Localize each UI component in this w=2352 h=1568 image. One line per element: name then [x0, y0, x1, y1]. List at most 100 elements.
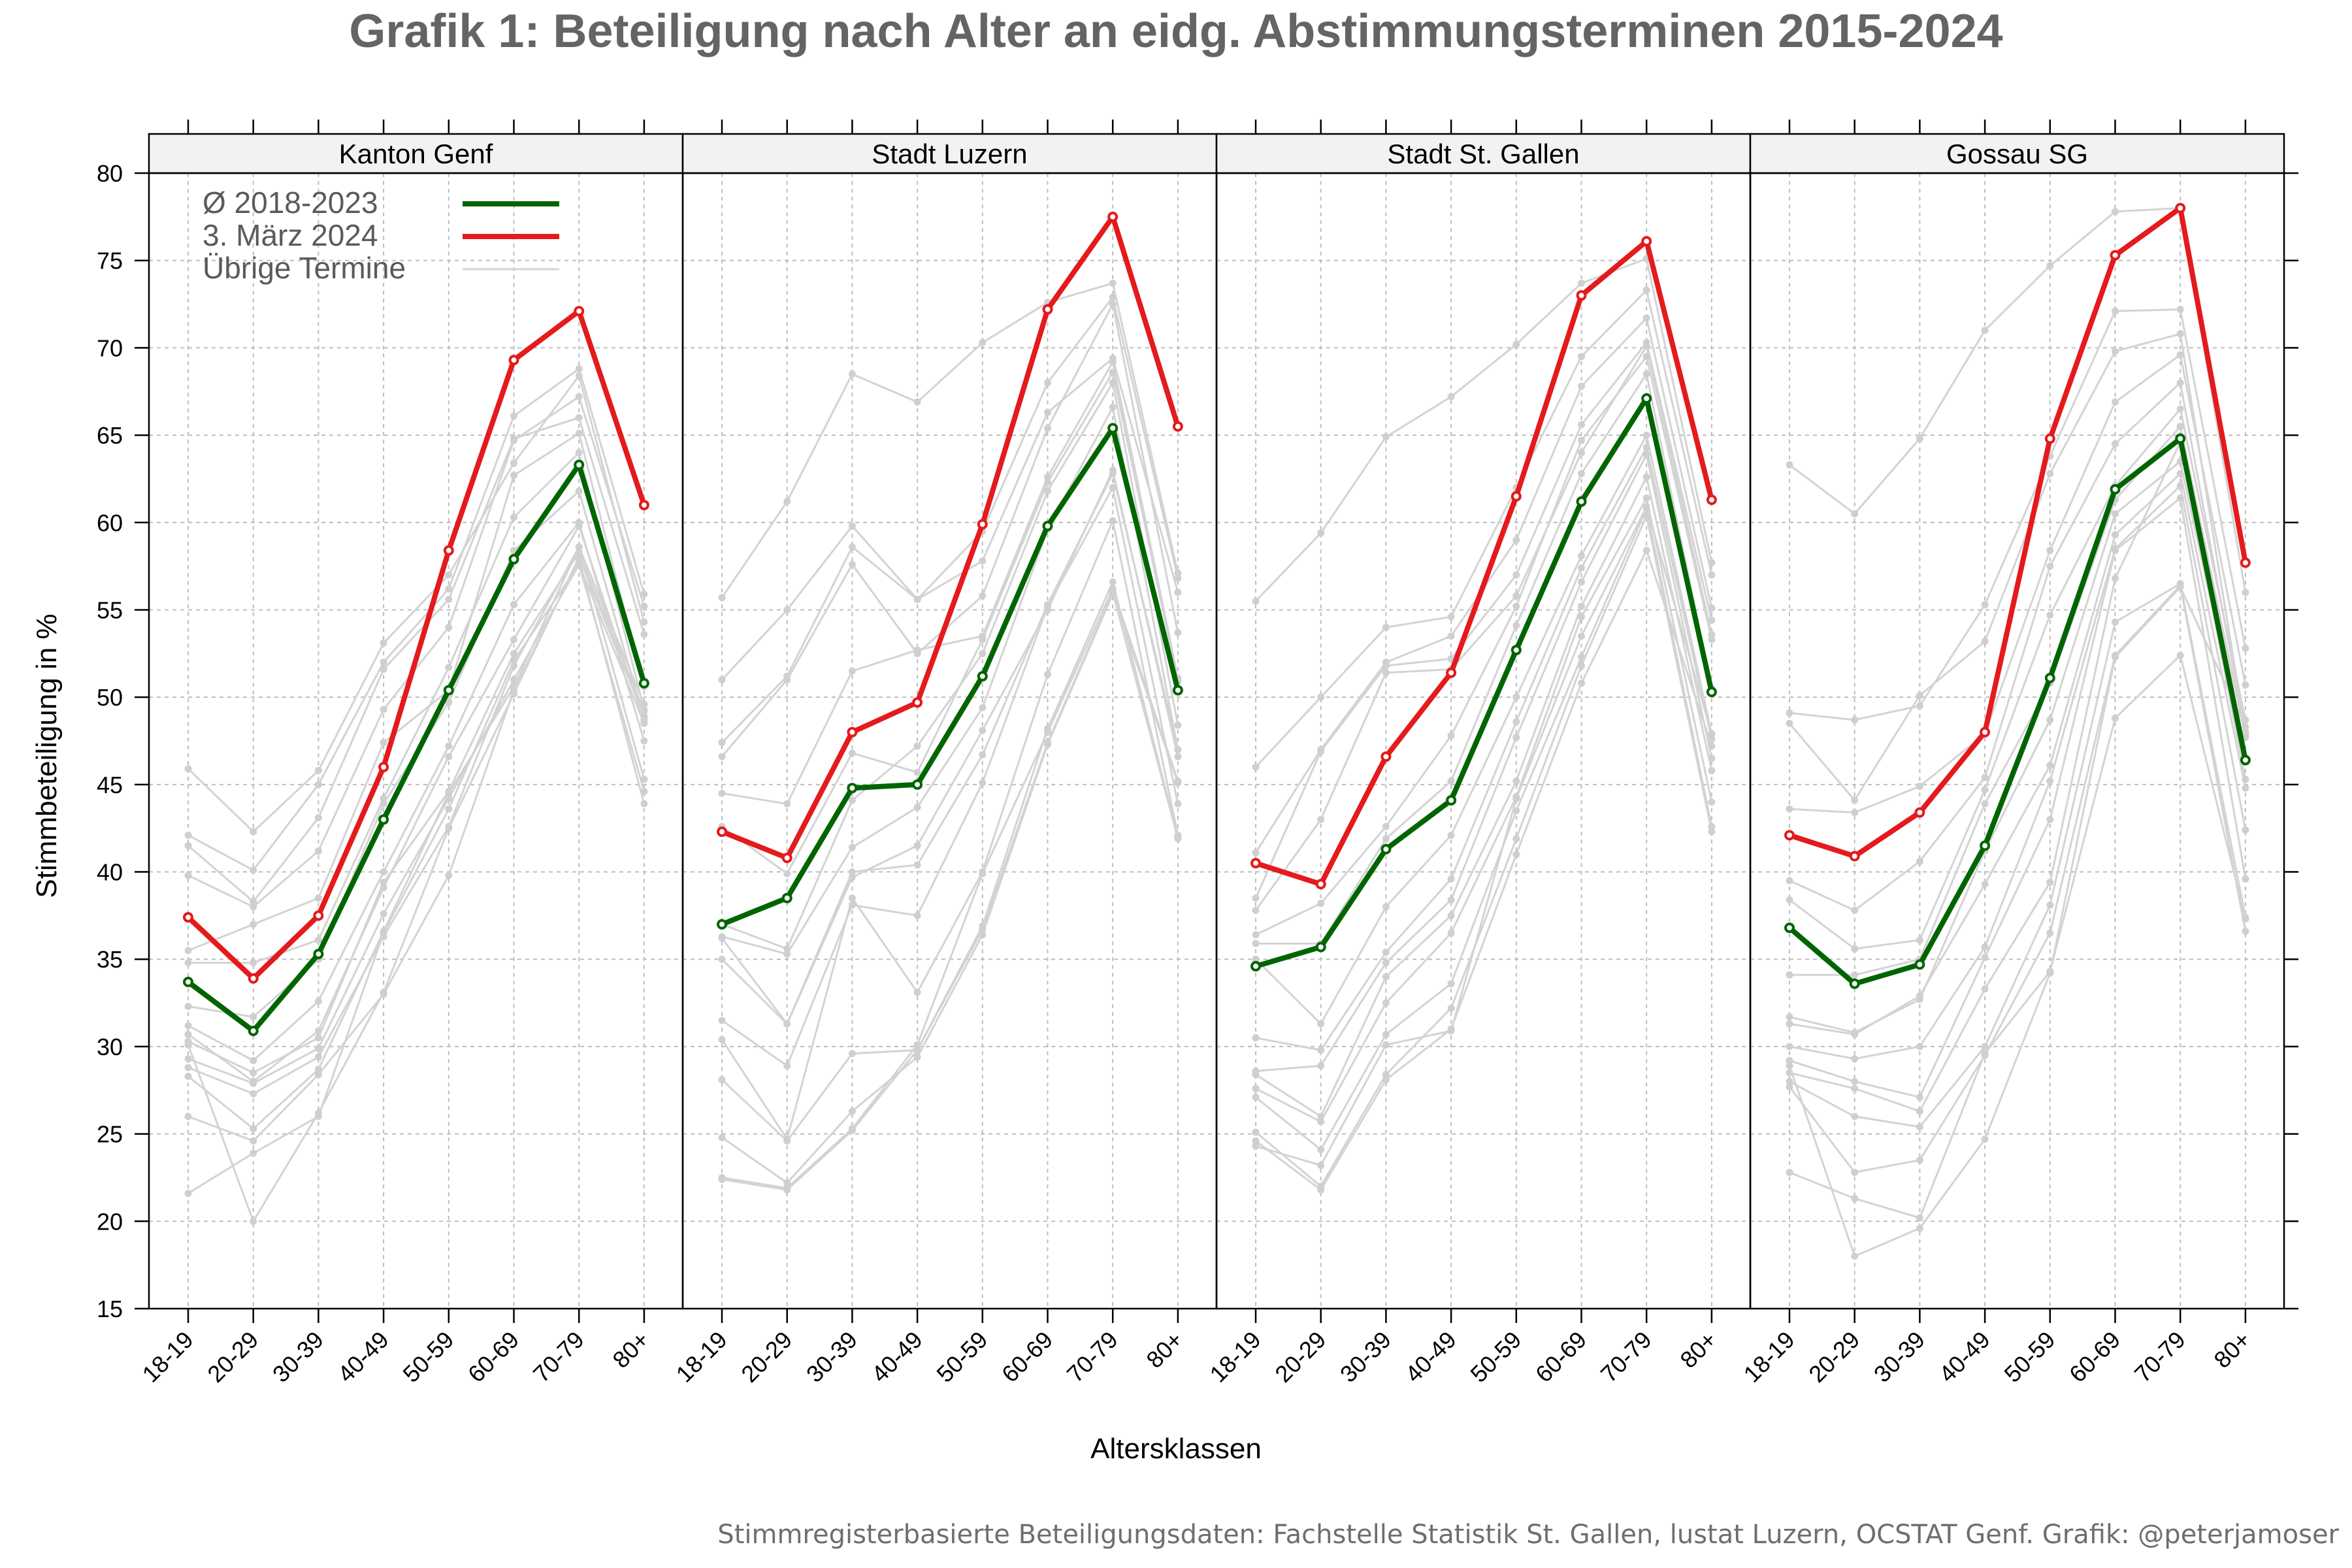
other-series-point	[2242, 589, 2249, 596]
other-series-point	[1252, 1034, 1260, 1042]
avg-series-point	[1172, 685, 1183, 696]
other-series-point	[1174, 629, 1182, 636]
other-series-point	[445, 742, 453, 750]
other-series-point	[2176, 470, 2184, 478]
march-series-point	[781, 853, 792, 864]
march-series-point	[1315, 879, 1326, 890]
other-series-line	[188, 544, 645, 1095]
other-series-point	[783, 1186, 791, 1194]
other-series-point	[1447, 393, 1455, 400]
other-series-point	[1109, 358, 1117, 366]
other-series-point	[1512, 835, 1520, 843]
avg-series-point	[781, 892, 792, 904]
y-tick-label: 40	[97, 859, 123, 886]
other-series-point	[1044, 670, 1051, 678]
other-series-point	[1851, 796, 1859, 804]
other-series-point	[1109, 517, 1117, 525]
other-series-point	[250, 1090, 257, 1098]
other-series-point	[848, 1050, 856, 1058]
other-series-point	[979, 870, 987, 877]
other-series-point	[510, 436, 517, 444]
other-series-point	[640, 618, 648, 626]
avg-series-point	[2110, 483, 2121, 495]
other-series-point	[1317, 1146, 1325, 1154]
other-series-point	[1981, 800, 1989, 808]
other-series-point	[640, 700, 648, 708]
other-series-point	[1447, 875, 1455, 883]
other-series-point	[718, 955, 726, 963]
other-series-point	[913, 595, 921, 603]
other-series-point	[1317, 900, 1325, 907]
other-series-point	[1916, 1093, 1923, 1101]
other-series-point	[1578, 353, 1585, 361]
other-series-point	[314, 997, 322, 1005]
other-series-point	[1512, 777, 1520, 785]
other-series-line	[721, 301, 1179, 758]
other-series-point	[1578, 653, 1585, 661]
other-series-point	[1252, 1137, 1260, 1145]
other-series-point	[783, 1137, 791, 1145]
other-series-point	[783, 950, 791, 958]
y-tick-label: 20	[97, 1208, 123, 1235]
other-series-line	[1255, 474, 1713, 1119]
march-series-point	[443, 545, 454, 556]
other-series-point	[1174, 745, 1182, 753]
other-series-point	[1252, 1128, 1260, 1136]
other-series-point	[250, 1149, 257, 1157]
other-series-line	[721, 356, 1179, 743]
y-tick-label: 35	[97, 946, 123, 973]
panel-strip	[1749, 133, 2285, 174]
other-series-point	[510, 649, 517, 657]
other-series-point	[250, 1056, 257, 1064]
other-series-point	[2242, 723, 2249, 731]
other-series-line	[1255, 495, 1713, 1123]
other-series-point	[1578, 632, 1585, 640]
other-series-point	[1317, 1020, 1325, 1028]
march-series-point	[1849, 851, 1860, 862]
other-series-point	[979, 926, 987, 934]
other-series-point	[2242, 776, 2249, 783]
other-series-point	[2242, 875, 2249, 883]
other-series-point	[1109, 279, 1117, 287]
y-axis-title: Stimmbeteiligung in %	[31, 613, 63, 898]
other-series-point	[2242, 915, 2249, 923]
other-series-point	[718, 789, 726, 797]
other-series-line	[721, 586, 1179, 1190]
other-series-point	[2176, 306, 2184, 314]
other-series-point	[510, 472, 517, 480]
other-series-point	[250, 1079, 257, 1087]
other-series-point	[640, 590, 648, 598]
other-series-point	[1382, 1076, 1390, 1084]
other-series-point	[1317, 693, 1325, 701]
avg-series-point	[977, 671, 988, 682]
other-series-line	[721, 404, 1179, 955]
other-series-point	[1786, 1083, 1793, 1090]
other-series-point	[2046, 716, 2054, 724]
other-series-point	[1512, 340, 1520, 348]
march-series-point	[1641, 236, 1652, 247]
other-series-point	[1512, 807, 1520, 815]
other-series-point	[718, 753, 726, 760]
avg-series-line	[1254, 395, 1714, 969]
other-series-point	[979, 751, 987, 759]
other-series-point	[1447, 929, 1455, 937]
other-series-point	[575, 543, 583, 551]
other-series-point	[1851, 906, 1859, 914]
other-series-point	[184, 1064, 192, 1071]
other-series-point	[1981, 1050, 1989, 1058]
avg-series-point	[248, 1025, 259, 1036]
other-series-point	[184, 959, 192, 967]
other-series-point	[1109, 301, 1117, 308]
other-series-line	[1788, 583, 2247, 1174]
avg-series-point	[443, 685, 454, 696]
other-series-point	[783, 1062, 791, 1070]
other-series-line	[1254, 432, 1713, 1026]
other-series-point	[1044, 379, 1051, 387]
other-series-point	[1317, 529, 1325, 537]
other-series-line	[188, 544, 645, 1130]
march-series-point	[1914, 807, 1925, 818]
other-series-line	[1255, 504, 1713, 1167]
other-series-point	[2176, 423, 2184, 431]
other-series-point	[718, 676, 726, 683]
avg-series-point	[1380, 843, 1392, 855]
